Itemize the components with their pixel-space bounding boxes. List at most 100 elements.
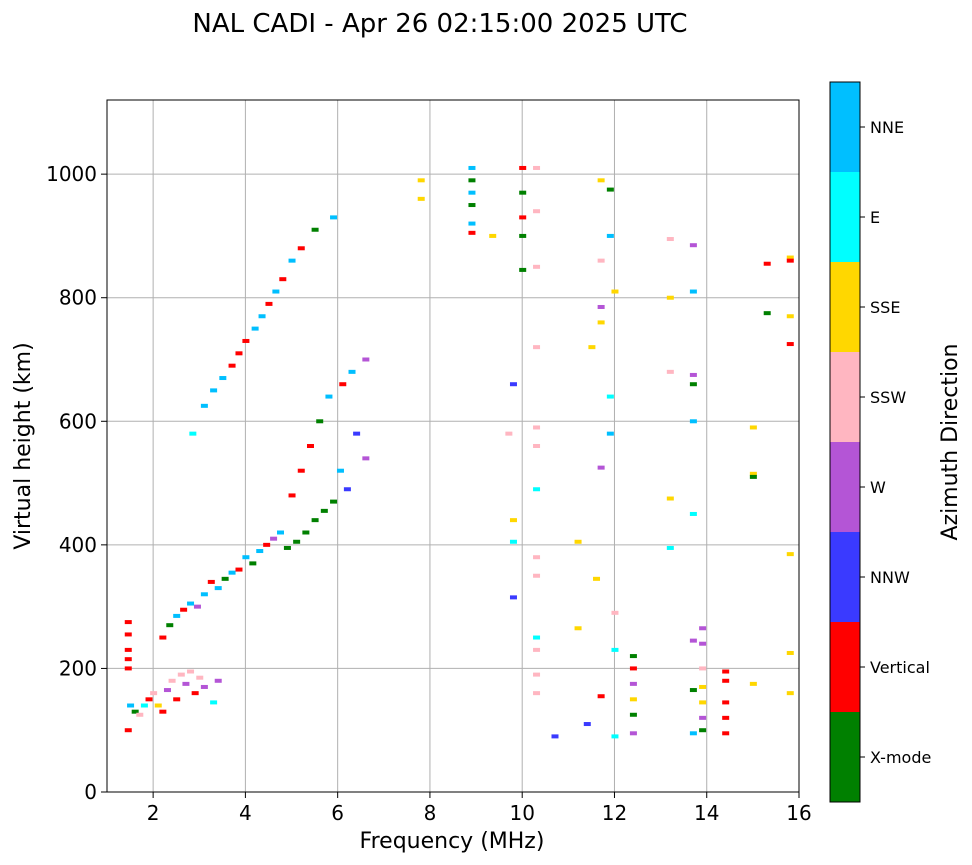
data-point bbox=[235, 567, 243, 572]
x-tick-label: 12 bbox=[602, 801, 627, 825]
data-point bbox=[191, 691, 199, 696]
data-point bbox=[519, 190, 527, 195]
data-point bbox=[509, 382, 517, 387]
data-points bbox=[124, 165, 794, 739]
data-point bbox=[519, 165, 527, 170]
data-point bbox=[533, 672, 541, 677]
data-point bbox=[666, 237, 674, 242]
y-tick-label: 200 bbox=[59, 656, 97, 680]
data-point bbox=[629, 712, 637, 717]
data-point bbox=[583, 722, 591, 727]
data-point bbox=[221, 576, 229, 581]
data-point bbox=[611, 647, 619, 652]
x-tick-label: 4 bbox=[239, 801, 252, 825]
colorbar-tick-label: NNE bbox=[870, 118, 904, 137]
data-point bbox=[193, 604, 201, 609]
data-point bbox=[689, 289, 697, 294]
y-tick-label: 1000 bbox=[46, 162, 97, 186]
colorbar-swatch bbox=[830, 622, 860, 712]
data-point bbox=[509, 518, 517, 523]
data-point bbox=[689, 419, 697, 424]
data-point bbox=[786, 314, 794, 319]
data-point bbox=[279, 277, 287, 282]
data-point bbox=[699, 626, 707, 631]
data-point bbox=[362, 456, 370, 461]
data-point bbox=[533, 209, 541, 214]
data-point bbox=[311, 518, 319, 523]
colorbar-tick-label: SSE bbox=[870, 298, 900, 317]
data-point bbox=[297, 246, 305, 251]
data-point bbox=[219, 376, 227, 381]
data-point bbox=[699, 700, 707, 705]
data-point bbox=[763, 261, 771, 266]
data-point bbox=[533, 555, 541, 560]
data-point bbox=[320, 508, 328, 513]
data-point bbox=[699, 641, 707, 646]
colorbar-tick-label: Vertical bbox=[870, 658, 930, 677]
data-point bbox=[597, 465, 605, 470]
data-point bbox=[551, 734, 559, 739]
data-point bbox=[200, 403, 208, 408]
data-point bbox=[574, 626, 582, 631]
data-point bbox=[606, 233, 614, 238]
x-tick-label: 6 bbox=[331, 801, 344, 825]
x-tick-label: 2 bbox=[147, 801, 160, 825]
data-point bbox=[763, 311, 771, 316]
data-point bbox=[288, 258, 296, 263]
data-point bbox=[722, 715, 730, 720]
data-point bbox=[293, 539, 301, 544]
data-point bbox=[722, 669, 730, 674]
data-point bbox=[749, 681, 757, 686]
data-point bbox=[786, 342, 794, 347]
data-point bbox=[210, 388, 218, 393]
colorbar-swatch bbox=[830, 442, 860, 532]
grid-lines bbox=[107, 100, 800, 793]
data-point bbox=[574, 539, 582, 544]
data-point bbox=[699, 666, 707, 671]
data-point bbox=[200, 684, 208, 689]
data-point bbox=[629, 697, 637, 702]
colorbar-swatch bbox=[830, 352, 860, 442]
data-point bbox=[533, 635, 541, 640]
data-point bbox=[159, 709, 167, 714]
data-point bbox=[489, 233, 497, 238]
data-point bbox=[509, 595, 517, 600]
data-point bbox=[348, 369, 356, 374]
data-point bbox=[468, 230, 476, 235]
data-point bbox=[124, 620, 132, 625]
x-tick-label: 10 bbox=[509, 801, 534, 825]
data-point bbox=[306, 444, 314, 448]
data-point bbox=[468, 178, 476, 183]
data-point bbox=[228, 570, 236, 575]
data-point bbox=[256, 549, 264, 554]
y-tick-label: 600 bbox=[59, 409, 97, 433]
data-point bbox=[140, 703, 148, 708]
data-point bbox=[258, 314, 266, 319]
data-point bbox=[519, 233, 527, 238]
data-point bbox=[417, 196, 425, 201]
data-point bbox=[187, 601, 195, 606]
data-point bbox=[228, 363, 236, 368]
colorbar-tick-label: E bbox=[870, 208, 880, 227]
colorbar-swatch bbox=[830, 262, 860, 352]
data-point bbox=[325, 394, 333, 399]
data-point bbox=[666, 496, 674, 501]
data-point bbox=[699, 728, 707, 733]
data-point bbox=[666, 369, 674, 374]
data-point bbox=[606, 394, 614, 399]
x-tick-label: 16 bbox=[786, 801, 811, 825]
data-point bbox=[533, 487, 541, 492]
data-point bbox=[136, 712, 144, 717]
data-point bbox=[689, 372, 697, 377]
data-point bbox=[249, 561, 257, 566]
data-point bbox=[362, 357, 370, 362]
data-point bbox=[533, 425, 541, 430]
data-point bbox=[288, 493, 296, 498]
data-point bbox=[611, 289, 619, 294]
colorbar-swatch bbox=[830, 172, 860, 262]
data-point bbox=[265, 301, 273, 306]
data-point bbox=[689, 731, 697, 736]
colorbar-swatch bbox=[830, 532, 860, 622]
data-point bbox=[519, 267, 527, 272]
